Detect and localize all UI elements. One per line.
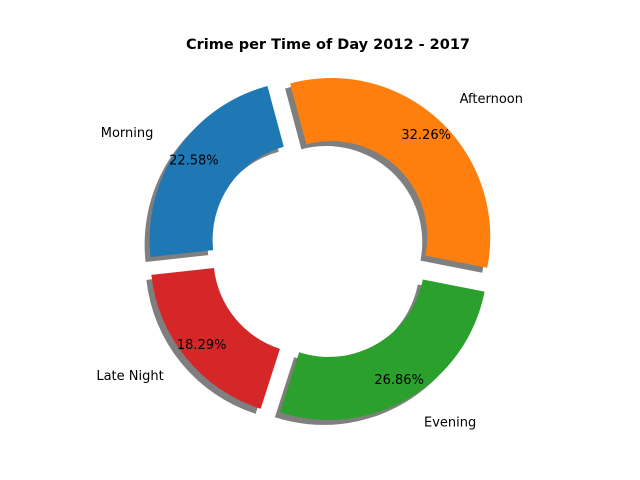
slice-evening <box>279 279 485 420</box>
slice-percent-late-night: 18.29% <box>177 338 227 353</box>
slice-label-morning: Morning <box>101 126 154 141</box>
slice-percent-afternoon: 32.26% <box>401 128 451 143</box>
slice-afternoon <box>290 78 491 268</box>
slice-layer <box>149 78 491 420</box>
slice-label-late-night: Late Night <box>96 369 163 384</box>
slice-percent-morning: 22.58% <box>169 154 219 169</box>
label-layer: Afternoon 32.26% Evening 26.86% Late Night 18… <box>96 92 523 430</box>
chart-title: Crime per Time of Day 2012 - 2017 <box>186 37 470 53</box>
slice-label-evening: Evening <box>424 415 476 430</box>
slice-percent-evening: 26.86% <box>374 373 424 388</box>
slice-late-night <box>151 268 280 409</box>
slice-morning <box>149 85 284 257</box>
slice-label-afternoon: Afternoon <box>460 92 523 107</box>
